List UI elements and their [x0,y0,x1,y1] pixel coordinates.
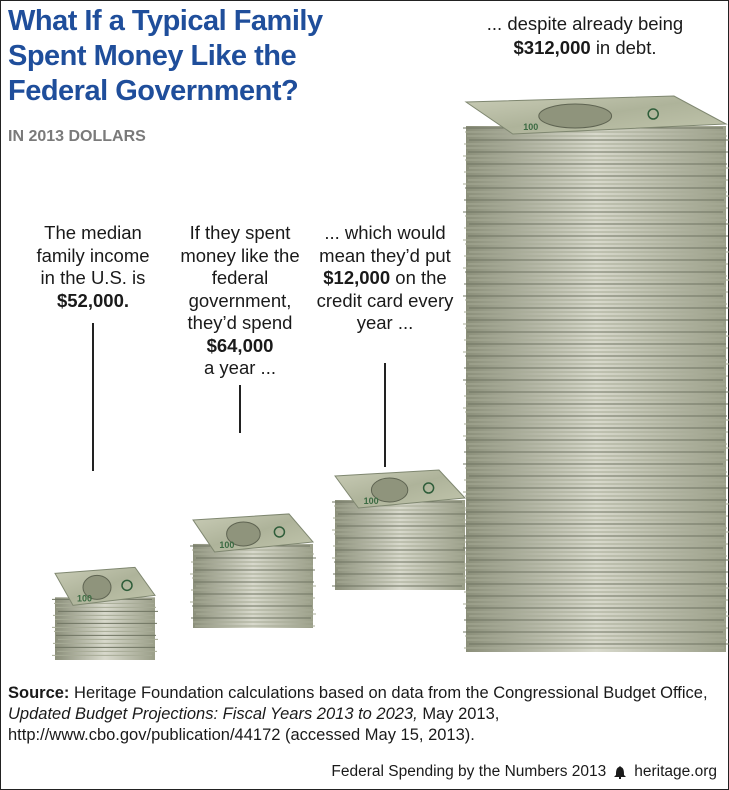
leader-line-spend [239,385,241,433]
liberty-bell-icon [614,765,627,779]
source-text-b: May 2013, http://www.cbo.gov/publication… [8,705,500,744]
leader-line-income [92,323,94,471]
annotation-credit-text: ... which would mean they’d put [319,222,451,266]
money-stack-3: 100 [332,469,468,590]
money-stack-chart: 100 100 100 100 [52,95,729,660]
money-stack-2: 100 [190,513,316,628]
bill-denomination-label: 100 [77,593,92,603]
source-publication: Updated Budget Projections: Fiscal Years… [8,705,418,723]
annotation-credit-post: on the credit card every year ... [316,267,454,333]
annotation-income-value: $52,000. [56,289,129,311]
annotation-income-text: The median family income in the U.S. is [36,222,150,288]
source-note: Source: Heritage Foundation calculations… [8,683,723,746]
annotation-credit-value: $12,000 [323,267,391,288]
annotation-credit: ... which would mean they’d put $12,000 … [316,222,454,335]
money-stack-4: 100 [463,95,729,652]
annotation-spend-post: a year ... [204,357,276,378]
leader-line-credit [384,363,386,467]
annotation-spend-value: $64,000 [206,334,274,356]
money-stack-1: 100 [52,566,158,660]
bill-denomination-label: 100 [364,496,379,506]
annotation-spend: If they spent money like the federal gov… [176,222,304,380]
annotation-debt: ... despite already being $312,000 in de… [445,12,725,60]
bill-denomination-label: 100 [219,540,234,550]
source-label: Source: [8,684,70,702]
annotation-debt-value: $312,000 [513,37,591,58]
footer: Federal Spending by the Numbers 2013 her… [331,763,717,781]
annotation-debt-text: ... despite already being [486,13,684,34]
page-title: What If a Typical Family Spent Money Lik… [8,5,323,107]
footer-series: Federal Spending by the Numbers 2013 [331,763,607,780]
annotation-spend-text: If they spent money like the federal gov… [180,222,300,333]
source-text-a: Heritage Foundation calculations based o… [74,684,708,702]
annotation-income: The median family income in the U.S. is … [28,222,158,312]
bill-denomination-label: 100 [523,122,538,132]
subtitle: IN 2013 DOLLARS [8,128,146,145]
annotation-debt-post: in debt. [595,37,657,58]
footer-site: heritage.org [634,763,717,780]
